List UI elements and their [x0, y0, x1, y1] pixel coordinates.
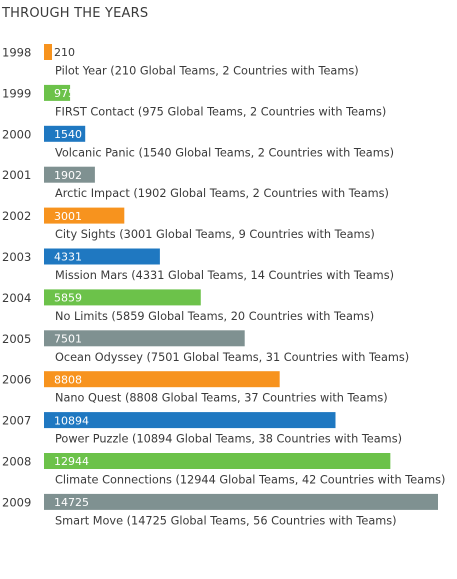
bar-annotation: Volcanic Panic (1540 Global Teams, 2 Cou… — [55, 146, 394, 159]
year-label: 2006 — [2, 373, 31, 387]
bar-annotation: Pilot Year (210 Global Teams, 2 Countrie… — [55, 65, 359, 78]
bar-value-label: 10894 — [54, 414, 89, 427]
bar-annotation: Climate Connections (12944 Global Teams,… — [55, 474, 445, 487]
bar-value-label: 8808 — [54, 373, 82, 386]
bar-annotation: Arctic Impact (1902 Global Teams, 2 Coun… — [55, 187, 389, 200]
bar-annotation: Nano Quest (8808 Global Teams, 37 Countr… — [55, 392, 388, 405]
bar — [44, 453, 391, 469]
year-label: 2009 — [2, 495, 31, 509]
bar-value-label: 3001 — [54, 210, 82, 223]
chart-title: THROUGH THE YEARS — [2, 6, 149, 21]
bar-annotation: Ocean Odyssey (7501 Global Teams, 31 Cou… — [55, 351, 409, 364]
bar-value-label: 1902 — [54, 169, 82, 182]
year-label: 2004 — [2, 291, 31, 305]
bar — [44, 371, 280, 388]
bar-annotation: City Sights (3001 Global Teams, 9 Countr… — [55, 228, 375, 241]
bar — [44, 412, 336, 429]
year-label: 1998 — [2, 46, 31, 60]
year-label: 2000 — [2, 127, 31, 141]
bar — [44, 207, 125, 224]
bar — [44, 166, 95, 183]
bar-value-label: 4331 — [54, 251, 82, 264]
year-label: 2001 — [2, 168, 31, 182]
bar — [44, 493, 438, 510]
bar-annotation: Power Puzzle (10894 Global Teams, 38 Cou… — [55, 433, 402, 446]
year-label: 2002 — [2, 209, 31, 223]
bar-annotation: FIRST Contact (975 Global Teams, 2 Count… — [55, 105, 386, 118]
bar-value-label: 5859 — [54, 292, 82, 305]
bar-value-label: 12944 — [54, 455, 89, 468]
bar-annotation: No Limits (5859 Global Teams, 20 Countri… — [55, 310, 374, 323]
bar-value-label: 14725 — [54, 496, 89, 509]
year-label: 2007 — [2, 414, 31, 428]
bar-annotation: Smart Move (14725 Global Teams, 56 Count… — [55, 514, 397, 527]
bar — [44, 289, 201, 306]
bar-value-label: 975 — [54, 87, 75, 100]
bar — [44, 330, 245, 347]
year-label: 2008 — [2, 455, 31, 469]
bar-annotation: Mission Mars (4331 Global Teams, 14 Coun… — [55, 269, 394, 282]
year-label: 2003 — [2, 250, 31, 264]
year-label: 1999 — [2, 86, 31, 100]
bar-value-label: 210 — [54, 46, 75, 59]
bar — [44, 84, 71, 101]
bar-value-label: 1540 — [54, 128, 82, 141]
bar — [44, 44, 52, 60]
bar-value-label: 7501 — [54, 333, 82, 346]
bar — [44, 125, 86, 142]
bar — [44, 248, 160, 265]
year-label: 2005 — [2, 332, 31, 346]
